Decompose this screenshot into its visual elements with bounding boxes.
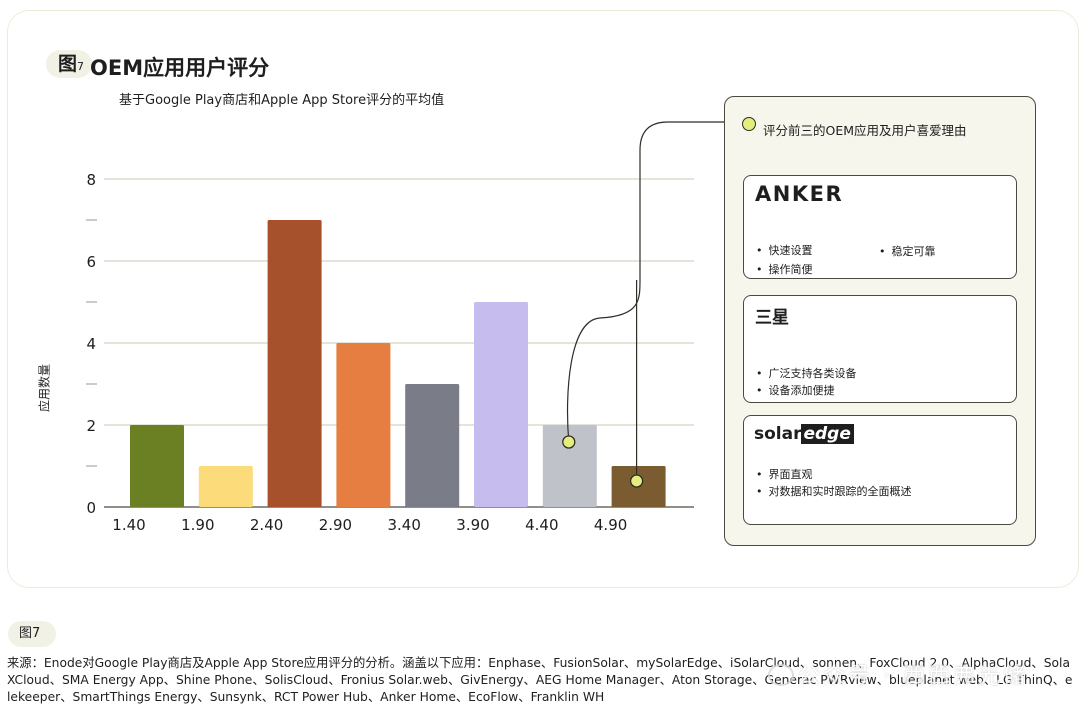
watermark: 公众号 · 西西弗光储 [798, 664, 1028, 689]
y-tick-label: 0 [86, 499, 96, 517]
highlight-marker [629, 474, 644, 488]
x-tick-label: 2.40 [250, 516, 283, 534]
y-tick-label: 2 [86, 417, 96, 435]
solaredge-logo: solar edge [754, 424, 854, 444]
x-tick-label: 4.90 [594, 516, 627, 534]
x-tick-label: 4.40 [525, 516, 558, 534]
source-note: 来源：Enode对Google Play商店及Apple App Store应用… [7, 656, 1073, 704]
card-point: 广泛支持各类设备 [756, 365, 857, 381]
bar [542, 425, 597, 507]
watermark-icon [768, 664, 794, 686]
footer-figure-tag: 图7 [8, 621, 57, 647]
card-point: 操作简便 [756, 261, 813, 277]
card-point: 设备添加便捷 [756, 382, 835, 398]
y-tick-label: 6 [86, 253, 96, 271]
card-point: 快速设置 [756, 242, 813, 258]
x-tick-label: 3.90 [456, 516, 489, 534]
x-tick-label: 2.90 [319, 516, 352, 534]
bar [267, 220, 322, 507]
bar [130, 425, 184, 507]
x-tick-label: 3.40 [387, 516, 420, 534]
bar [336, 343, 391, 507]
bar [474, 302, 528, 507]
card-point: 界面直观 [756, 466, 813, 482]
y-tick-label: 8 [86, 171, 96, 189]
brand-card-samsung: 三星 广泛支持各类设备 设备添加便捷 [743, 295, 1017, 403]
connector-line [566, 121, 740, 443]
chart-title: OEM应用用户评分 [90, 56, 270, 80]
callout-heading: 评分前三的OEM应用及用户喜爱理由 [763, 123, 967, 138]
card-point: 稳定可靠 [879, 243, 936, 259]
anker-logo: ANKER [755, 182, 844, 206]
bar [198, 466, 253, 507]
highlight-marker [562, 435, 576, 449]
x-tick-label: 1.40 [112, 516, 145, 534]
figure-tag: 图7 [46, 50, 93, 78]
samsung-logo: 三星 [755, 308, 789, 328]
bar [405, 384, 460, 507]
brand-card-anker: ANKER 快速设置 稳定可靠 操作简便 [743, 175, 1017, 279]
x-tick-label: 1.90 [181, 516, 214, 534]
chart-subtitle: 基于Google Play商店和Apple App Store评分的平均值 [119, 93, 445, 108]
card-point: 对数据和实时跟踪的全面概述 [756, 483, 912, 499]
marker-dot-icon [742, 117, 756, 131]
y-tick-label: 4 [86, 335, 96, 353]
callout-box: 评分前三的OEM应用及用户喜爱理由 ANKER 快速设置 稳定可靠 操作简便 三… [724, 96, 1036, 546]
